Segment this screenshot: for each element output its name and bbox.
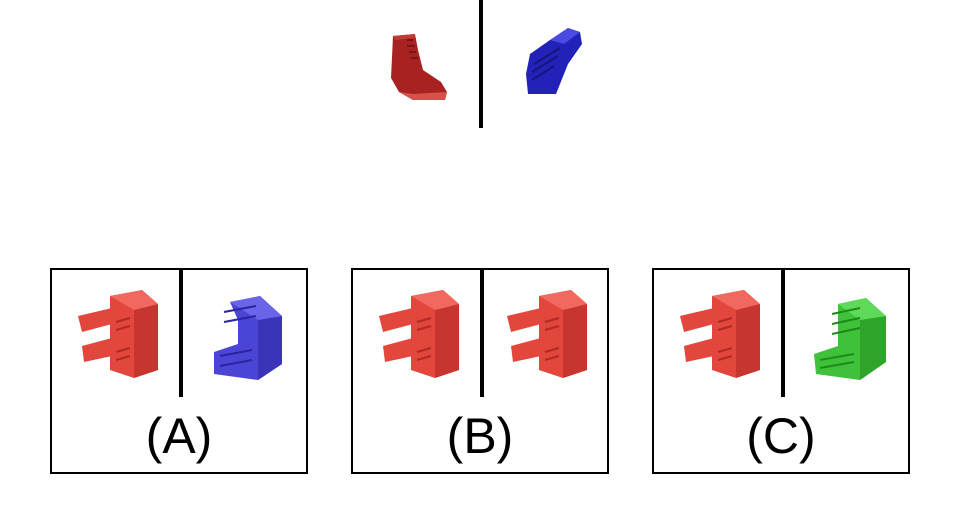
option-a-divider (179, 270, 183, 397)
option-c-left-shelf-icon (680, 290, 760, 378)
option-a[interactable]: (A) (50, 268, 308, 474)
option-a-left-shelf-icon (78, 290, 158, 378)
option-a-label: (A) (145, 408, 213, 464)
example-left-boot-icon (391, 34, 447, 100)
example-divider (479, 0, 483, 128)
option-c-right-shelf-icon (814, 298, 886, 380)
option-c-label: (C) (746, 408, 816, 464)
option-b-label: (B) (446, 408, 514, 464)
option-b-divider (480, 270, 484, 397)
option-c[interactable]: (C) (652, 268, 910, 474)
option-a-right-shelf-icon (214, 296, 282, 380)
example-right-boot-icon (526, 28, 582, 94)
option-c-divider (781, 270, 785, 397)
option-b-left-shelf-icon (379, 290, 459, 378)
option-b[interactable]: (B) (351, 268, 609, 474)
option-b-right-shelf-icon (507, 290, 587, 378)
